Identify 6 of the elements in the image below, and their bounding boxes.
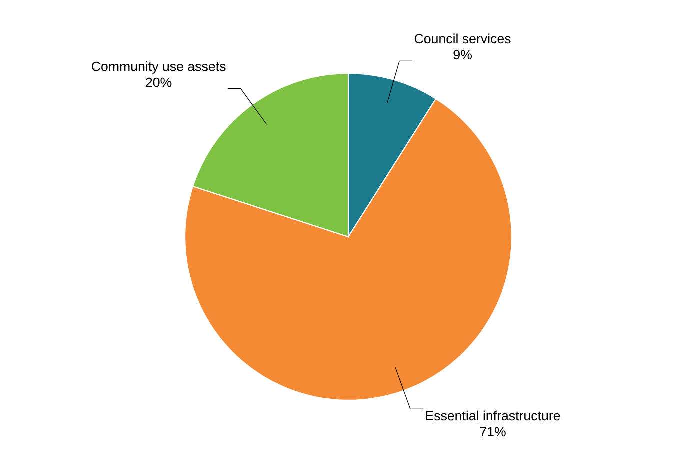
slice-label: Council services [414, 34, 511, 44]
slice-label: Community use assets [92, 62, 226, 74]
slice-label: Essential infrastructure [426, 410, 560, 421]
data-label: 9% [454, 50, 472, 60]
data-label: 71% [480, 427, 506, 437]
data-label: 20% [146, 78, 172, 88]
